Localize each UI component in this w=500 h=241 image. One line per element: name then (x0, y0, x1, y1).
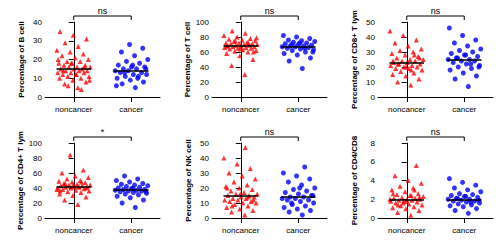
svg-text:30: 30 (33, 36, 42, 45)
svg-text:cancer: cancer (452, 105, 476, 114)
svg-text:10: 10 (366, 78, 375, 87)
svg-text:noncancer: noncancer (222, 105, 260, 114)
svg-text:ns: ns (265, 127, 275, 137)
svg-text:20: 20 (200, 184, 209, 193)
svg-text:40: 40 (33, 18, 42, 27)
svg-text:Percentage of T cell: Percentage of T cell (183, 22, 192, 98)
svg-text:cancer: cancer (286, 226, 310, 235)
svg-text:cancer: cancer (452, 226, 476, 235)
svg-text:40: 40 (200, 154, 209, 163)
svg-text:8: 8 (371, 139, 376, 148)
svg-text:30: 30 (200, 169, 209, 178)
svg-text:Percentage of CD4/CD8: Percentage of CD4/CD8 (350, 135, 359, 225)
svg-text:0: 0 (38, 214, 43, 223)
svg-text:0: 0 (38, 93, 43, 102)
svg-text:noncancer: noncancer (55, 226, 93, 235)
svg-text:2: 2 (371, 195, 376, 204)
svg-text:20: 20 (366, 63, 375, 72)
svg-text:Percentage of NK cell: Percentage of NK cell (184, 139, 193, 221)
svg-text:40: 40 (33, 184, 42, 193)
svg-text:noncancer: noncancer (55, 105, 93, 114)
svg-text:4: 4 (371, 176, 376, 185)
svg-text:cancer: cancer (286, 105, 310, 114)
svg-text:*: * (101, 127, 105, 137)
svg-text:40: 40 (200, 63, 209, 72)
svg-text:10: 10 (200, 199, 209, 208)
svg-text:6: 6 (371, 157, 376, 166)
svg-text:50: 50 (200, 139, 209, 148)
svg-text:20: 20 (33, 199, 42, 208)
svg-text:noncancer: noncancer (222, 226, 260, 235)
svg-text:noncancer: noncancer (388, 226, 426, 235)
svg-text:60: 60 (33, 169, 42, 178)
svg-text:cancer: cancer (119, 226, 143, 235)
svg-text:ns: ns (431, 6, 441, 16)
svg-text:60: 60 (200, 48, 209, 57)
svg-text:80: 80 (33, 154, 42, 163)
svg-text:100: 100 (196, 18, 210, 27)
svg-text:100: 100 (29, 139, 43, 148)
svg-text:Percentage of CD8+ T lym: Percentage of CD8+ T lym (350, 10, 359, 109)
svg-text:0: 0 (371, 93, 376, 102)
svg-text:ns: ns (431, 127, 441, 137)
svg-text:0: 0 (205, 214, 210, 223)
svg-text:80: 80 (200, 33, 209, 42)
svg-text:Percentage of CD4+ T lym: Percentage of CD4+ T lym (16, 131, 25, 230)
svg-text:0: 0 (205, 93, 210, 102)
svg-text:Percentage of B cell: Percentage of B cell (17, 21, 26, 97)
svg-text:noncancer: noncancer (388, 105, 426, 114)
svg-text:ns: ns (265, 6, 275, 16)
svg-text:30: 30 (366, 48, 375, 57)
svg-text:10: 10 (33, 74, 42, 83)
svg-text:20: 20 (33, 55, 42, 64)
svg-text:cancer: cancer (119, 105, 143, 114)
svg-text:ns: ns (98, 6, 108, 16)
svg-text:20: 20 (200, 78, 209, 87)
svg-text:40: 40 (366, 33, 375, 42)
svg-text:50: 50 (366, 18, 375, 27)
svg-text:0: 0 (371, 214, 376, 223)
